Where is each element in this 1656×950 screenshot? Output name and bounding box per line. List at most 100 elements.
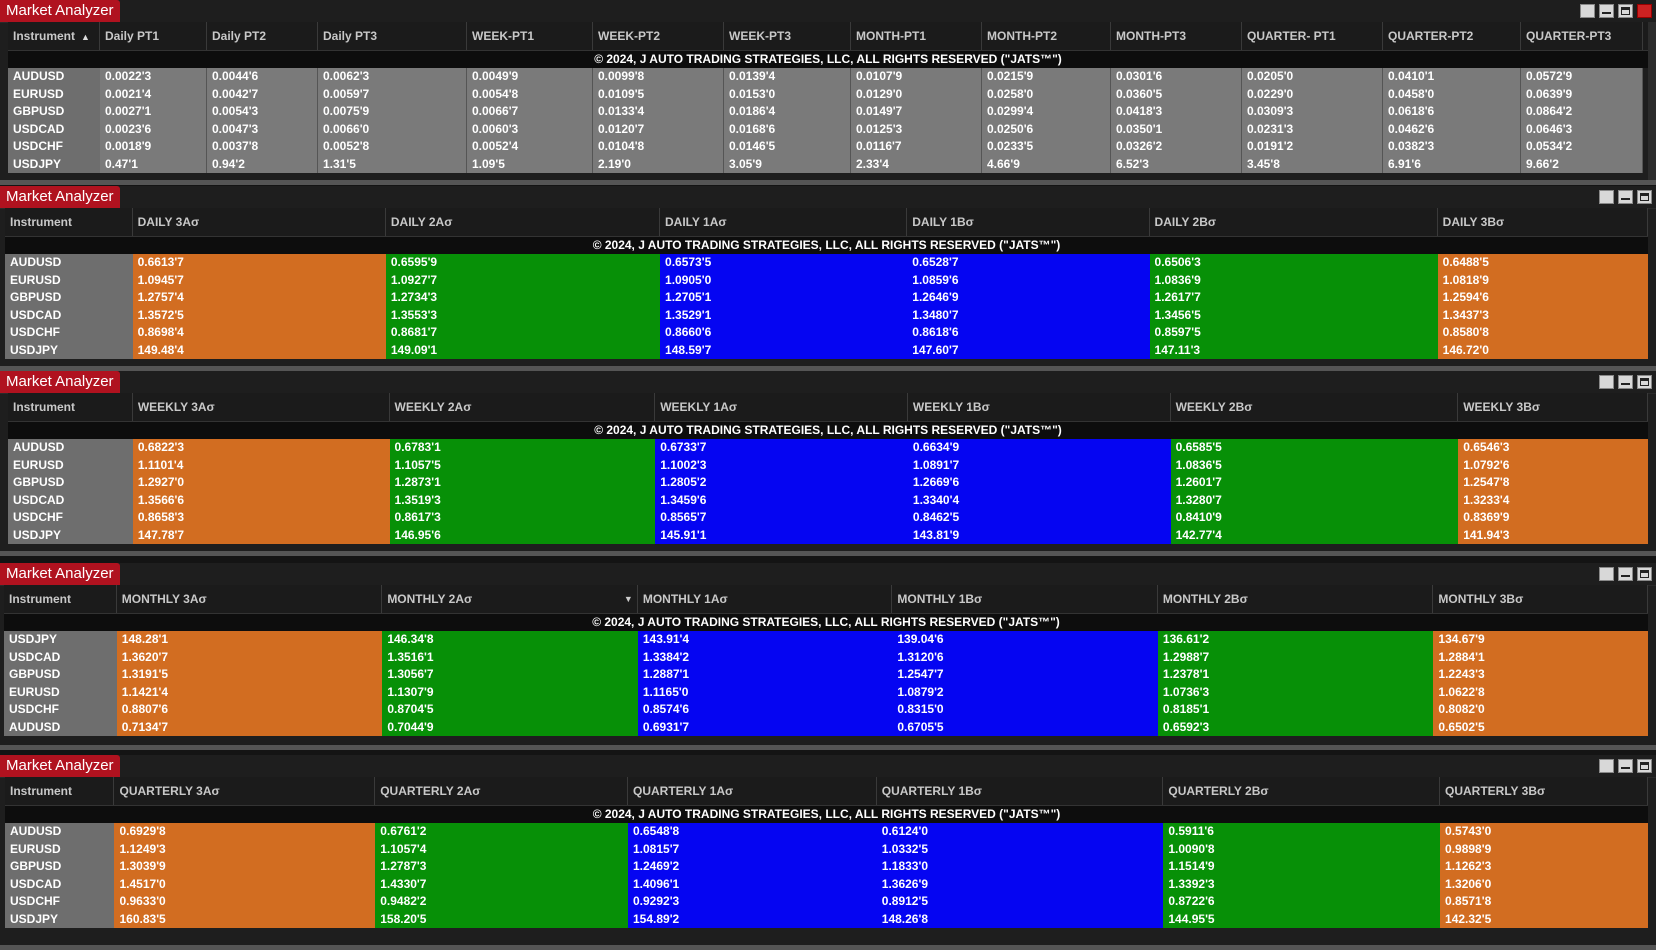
vertical-scrollbar[interactable] — [1648, 22, 1656, 185]
instrument-cell[interactable]: USDCAD — [5, 875, 115, 893]
column-header[interactable]: MONTH-PT3 — [1111, 22, 1242, 50]
column-header-instrument[interactable]: Instrument — [4, 585, 117, 613]
instrument-cell[interactable]: USDCHF — [5, 893, 115, 911]
panel-tab[interactable]: Market Analyzer — [0, 755, 120, 777]
instrument-cell[interactable]: EURUSD — [5, 840, 115, 858]
instrument-cell[interactable]: USDJPY — [5, 910, 115, 928]
column-header[interactable]: QUARTERLY 1Bσ — [877, 777, 1164, 805]
restore-window-icon[interactable] — [1599, 759, 1614, 773]
column-header[interactable]: Daily PT3 — [318, 22, 467, 50]
minimize-window-icon[interactable] — [1618, 567, 1633, 581]
table-row[interactable]: AUDUSD 0.6929'8 0.6761'2 0.6548'8 0.6124'0 0.… — [5, 823, 1648, 841]
table-row[interactable]: EURUSD 0.0021'4 0.0042'7 0.0059'7 0.0054'8 0.… — [8, 85, 1648, 103]
instrument-cell[interactable]: USDCHF — [5, 324, 133, 342]
minimize-window-icon[interactable] — [1599, 4, 1614, 18]
instrument-cell[interactable]: EURUSD — [8, 85, 100, 103]
table-row[interactable]: USDJPY 148.28'1 146.34'8 143.91'4 139.04'6 13… — [4, 631, 1648, 649]
column-header[interactable]: WEEK-PT3 — [724, 22, 851, 50]
column-header[interactable]: WEEKLY 1Bσ — [908, 393, 1171, 421]
column-header[interactable]: QUARTER-PT2 — [1383, 22, 1521, 50]
table-row[interactable]: USDJPY 0.47'1 0.94'2 1.31'5 1.09'5 2.19'0 3.05… — [8, 155, 1648, 173]
panel-tab[interactable]: Market Analyzer — [0, 563, 120, 585]
column-header[interactable]: MONTHLY 1Bσ — [892, 585, 1158, 613]
column-header[interactable]: QUARTERLY 3Aσ — [114, 777, 376, 805]
column-header[interactable]: MONTHLY 2Bσ — [1158, 585, 1434, 613]
instrument-cell[interactable]: GBPUSD — [5, 289, 133, 307]
instrument-cell[interactable]: USDCHF — [8, 509, 133, 527]
table-row[interactable]: USDCAD 1.3572'5 1.3553'3 1.3529'1 1.3480'7 1.… — [5, 306, 1649, 324]
panel-tab[interactable]: Market Analyzer — [0, 186, 120, 208]
column-header[interactable]: MONTH-PT1 — [851, 22, 982, 50]
restore-window-icon[interactable] — [1599, 190, 1614, 204]
table-row[interactable]: USDCHF 0.0018'9 0.0037'8 0.0052'8 0.0052'4 0.… — [8, 138, 1648, 156]
restore-window-icon[interactable] — [1599, 375, 1614, 389]
instrument-cell[interactable]: USDCAD — [8, 120, 100, 138]
instrument-cell[interactable]: USDCHF — [4, 701, 117, 719]
horizontal-scrollbar[interactable] — [0, 551, 1656, 556]
instrument-cell[interactable]: AUDUSD — [5, 823, 115, 841]
column-header[interactable]: DAILY 2Aσ — [386, 208, 661, 236]
instrument-cell[interactable]: GBPUSD — [4, 666, 117, 684]
column-header[interactable]: DAILY 1Aσ — [660, 208, 908, 236]
horizontal-scrollbar[interactable] — [0, 945, 1656, 950]
panel-tab[interactable]: Market Analyzer — [0, 371, 120, 393]
table-row[interactable]: USDJPY 147.78'7 146.95'6 145.91'1 143.81'9 14… — [8, 526, 1648, 544]
column-header[interactable]: QUARTERLY 1Aσ — [628, 777, 877, 805]
column-header[interactable]: DAILY 1Bσ — [907, 208, 1150, 236]
column-header[interactable]: WEEKLY 2Bσ — [1171, 393, 1459, 421]
instrument-cell[interactable]: USDCAD — [4, 648, 117, 666]
instrument-cell[interactable]: USDCHF — [8, 138, 100, 156]
instrument-cell[interactable]: AUDUSD — [5, 254, 133, 272]
chevron-down-icon[interactable]: ▼ — [623, 594, 633, 604]
table-row[interactable]: EURUSD 1.0945'7 1.0927'7 1.0905'0 1.0859'6 1.… — [5, 271, 1649, 289]
sort-ascending-icon[interactable]: ▲ — [81, 32, 90, 42]
table-row[interactable]: EURUSD 1.1421'4 1.1307'9 1.1165'0 1.0879'2 1.… — [4, 683, 1648, 701]
table-row[interactable]: USDCHF 0.9633'0 0.9482'2 0.9292'3 0.8912'5 0.… — [5, 893, 1648, 911]
instrument-cell[interactable]: AUDUSD — [8, 439, 133, 457]
table-row[interactable]: GBPUSD 1.3039'9 1.2787'3 1.2469'2 1.1833'0 1.… — [5, 858, 1648, 876]
table-row[interactable]: AUDUSD 0.7134'7 0.7044'9 0.6931'7 0.6705'5 0.… — [4, 718, 1648, 736]
column-header[interactable]: QUARTER- PT1 — [1242, 22, 1383, 50]
table-row[interactable]: USDJPY 149.48'4 149.09'1 148.59'7 147.60'7 14… — [5, 341, 1649, 359]
instrument-cell[interactable]: USDJPY — [8, 155, 100, 173]
column-header-instrument[interactable]: Instrument — [5, 777, 115, 805]
instrument-cell[interactable]: USDCAD — [8, 491, 133, 509]
column-header[interactable]: QUARTERLY 2Bσ — [1163, 777, 1440, 805]
instrument-cell[interactable]: EURUSD — [5, 271, 133, 289]
column-header[interactable]: QUARTERLY 3Bσ — [1440, 777, 1648, 805]
column-header[interactable]: QUARTER-PT3 — [1521, 22, 1643, 50]
instrument-cell[interactable]: GBPUSD — [8, 103, 100, 121]
instrument-cell[interactable]: EURUSD — [4, 683, 117, 701]
instrument-cell[interactable]: EURUSD — [8, 456, 133, 474]
restore-window-icon[interactable] — [1580, 4, 1595, 18]
maximize-window-icon[interactable] — [1637, 190, 1652, 204]
column-header[interactable]: Daily PT2 — [207, 22, 318, 50]
close-window-icon[interactable] — [1637, 4, 1652, 18]
maximize-window-icon[interactable] — [1637, 375, 1652, 389]
table-row[interactable]: USDCAD 1.4517'0 1.4330'7 1.4096'1 1.3626'9 1.… — [5, 875, 1648, 893]
column-header[interactable]: DAILY 3Aσ — [133, 208, 386, 236]
column-header[interactable]: WEEK-PT1 — [467, 22, 593, 50]
column-header-instrument[interactable]: Instrument ▲ — [8, 22, 100, 50]
instrument-cell[interactable]: AUDUSD — [4, 718, 117, 736]
table-row[interactable]: EURUSD 1.1249'3 1.1057'4 1.0815'7 1.0332'5 1.… — [5, 840, 1648, 858]
instrument-cell[interactable]: GBPUSD — [5, 858, 115, 876]
table-row[interactable]: GBPUSD 0.0027'1 0.0054'3 0.0075'9 0.0066'7 0.… — [8, 103, 1648, 121]
instrument-cell[interactable]: USDCAD — [5, 306, 133, 324]
instrument-cell[interactable]: AUDUSD — [8, 68, 100, 86]
table-row[interactable]: USDCAD 0.0023'6 0.0047'3 0.0066'0 0.0060'3 0.… — [8, 120, 1648, 138]
table-row[interactable]: USDCHF 0.8807'6 0.8704'5 0.8574'6 0.8315'0 0.… — [4, 701, 1648, 719]
column-header[interactable]: WEEKLY 3Aσ — [133, 393, 390, 421]
column-header[interactable]: WEEKLY 1Aσ — [655, 393, 908, 421]
column-header[interactable]: Daily PT1 — [100, 22, 207, 50]
horizontal-scrollbar[interactable] — [0, 180, 1656, 185]
table-row[interactable]: USDJPY 160.83'5 158.20'5 154.89'2 148.26'8 14… — [5, 910, 1648, 928]
restore-window-icon[interactable] — [1599, 567, 1614, 581]
table-row[interactable]: USDCHF 0.8658'3 0.8617'3 0.8565'7 0.8462'5 0.… — [8, 509, 1648, 527]
table-row[interactable]: EURUSD 1.1101'4 1.1057'5 1.1002'3 1.0891'7 1.… — [8, 456, 1648, 474]
column-header[interactable]: DAILY 3Bσ — [1438, 208, 1649, 236]
table-row[interactable]: GBPUSD 1.3191'5 1.3056'7 1.2887'1 1.2547'7 1.… — [4, 666, 1648, 684]
column-header[interactable]: MONTHLY 1Aσ — [638, 585, 893, 613]
instrument-cell[interactable]: USDJPY — [4, 631, 117, 649]
column-header[interactable]: MONTHLY 3Bσ — [1433, 585, 1648, 613]
